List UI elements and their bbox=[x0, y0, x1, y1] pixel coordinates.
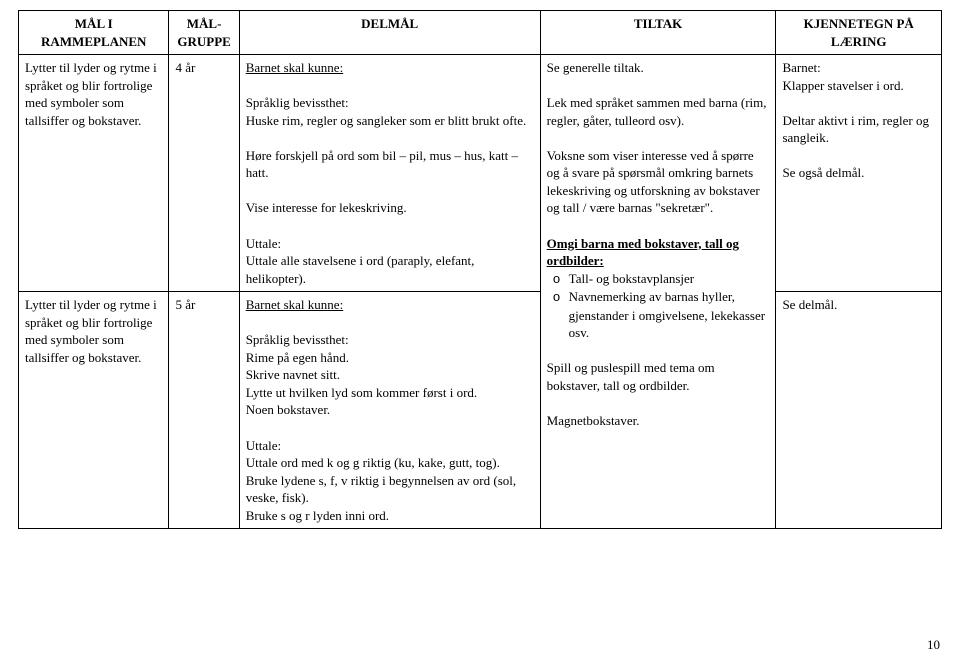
cell-goal-5yr: Lytter til lyder og rytme i språket og b… bbox=[19, 292, 169, 529]
label-barnet-skal-kunne: Barnet skal kunne: bbox=[246, 60, 343, 75]
col-header-tiltak: TILTAK bbox=[540, 11, 776, 55]
cell-kjennetegn-4yr: Barnet: Klapper stavelser i ord. Deltar … bbox=[776, 55, 942, 292]
cell-goal-4yr: Lytter til lyder og rytme i språket og b… bbox=[19, 55, 169, 292]
text: Bruke s og r lyden inni ord. bbox=[246, 508, 389, 523]
label-uttale: Uttale: bbox=[246, 236, 281, 251]
text: Bruke lydene s, f, v riktig i begynnelse… bbox=[246, 473, 516, 506]
list-item: Tall- og bokstavplansjer bbox=[569, 270, 770, 289]
text: Skrive navnet sitt. bbox=[246, 367, 340, 382]
text: Magnetbokstaver. bbox=[547, 413, 640, 428]
cell-delmal-4yr: Barnet skal kunne: Språklig bevissthet: … bbox=[239, 55, 540, 292]
table-row: Lytter til lyder og rytme i språket og b… bbox=[19, 292, 942, 529]
list-item: Navnemerking av barnas hyller, gjenstand… bbox=[569, 288, 770, 342]
cell-kjennetegn-5yr: Se delmål. bbox=[776, 292, 942, 529]
table-header-row: MÅL I RAMMEPLANEN MÅL-GRUPPE DELMÅL TILT… bbox=[19, 11, 942, 55]
cell-delmal-5yr: Barnet skal kunne: Språklig bevissthet: … bbox=[239, 292, 540, 529]
table-row: Lytter til lyder og rytme i språket og b… bbox=[19, 55, 942, 292]
label-spraklig-bevissthet: Språklig bevissthet: bbox=[246, 95, 349, 110]
text: Lek med språket sammen med barna (rim, r… bbox=[547, 95, 767, 128]
text: Lytte ut hvilken lyd som kommer først i … bbox=[246, 385, 477, 400]
cell-tiltak: Se generelle tiltak. Lek med språket sam… bbox=[540, 55, 776, 529]
text: Se også delmål. bbox=[782, 165, 864, 180]
col-header-kjennetegn: KJENNETEGN PÅ LÆRING bbox=[776, 11, 942, 55]
col-header-group: MÅL-GRUPPE bbox=[169, 11, 239, 55]
page-number: 10 bbox=[927, 637, 940, 653]
text: Klapper stavelser i ord. bbox=[782, 78, 903, 93]
text: Uttale ord med k og g riktig (ku, kake, … bbox=[246, 455, 500, 470]
text: Huske rim, regler og sangleker som er bl… bbox=[246, 113, 527, 128]
curriculum-table: MÅL I RAMMEPLANEN MÅL-GRUPPE DELMÅL TILT… bbox=[18, 10, 942, 529]
col-header-delmal: DELMÅL bbox=[239, 11, 540, 55]
label-barnet: Barnet: bbox=[782, 60, 820, 75]
label-spraklig-bevissthet: Språklig bevissthet: bbox=[246, 332, 349, 347]
text: Se generelle tiltak. bbox=[547, 60, 644, 75]
col-header-goal: MÅL I RAMMEPLANEN bbox=[19, 11, 169, 55]
text: Høre forskjell på ord som bil – pil, mus… bbox=[246, 148, 518, 181]
label-barnet-skal-kunne: Barnet skal kunne: bbox=[246, 297, 343, 312]
cell-group-4yr: 4 år bbox=[169, 55, 239, 292]
text: Vise interesse for lekeskriving. bbox=[246, 200, 407, 215]
text: Uttale alle stavelsene i ord (paraply, e… bbox=[246, 253, 475, 286]
label-uttale: Uttale: bbox=[246, 438, 281, 453]
text: Voksne som viser interesse ved å spørre … bbox=[547, 148, 760, 216]
text: Deltar aktivt i rim, regler og sangleik. bbox=[782, 113, 929, 146]
label-omgi-barna: Omgi barna med bokstaver, tall og ordbil… bbox=[547, 236, 739, 269]
text: Noen bokstaver. bbox=[246, 402, 330, 417]
list-ordbilder: Tall- og bokstavplansjer Navnemerking av… bbox=[547, 270, 770, 342]
cell-group-5yr: 5 år bbox=[169, 292, 239, 529]
text: Spill og puslespill med tema om bokstave… bbox=[547, 360, 715, 393]
text: Rime på egen hånd. bbox=[246, 350, 349, 365]
